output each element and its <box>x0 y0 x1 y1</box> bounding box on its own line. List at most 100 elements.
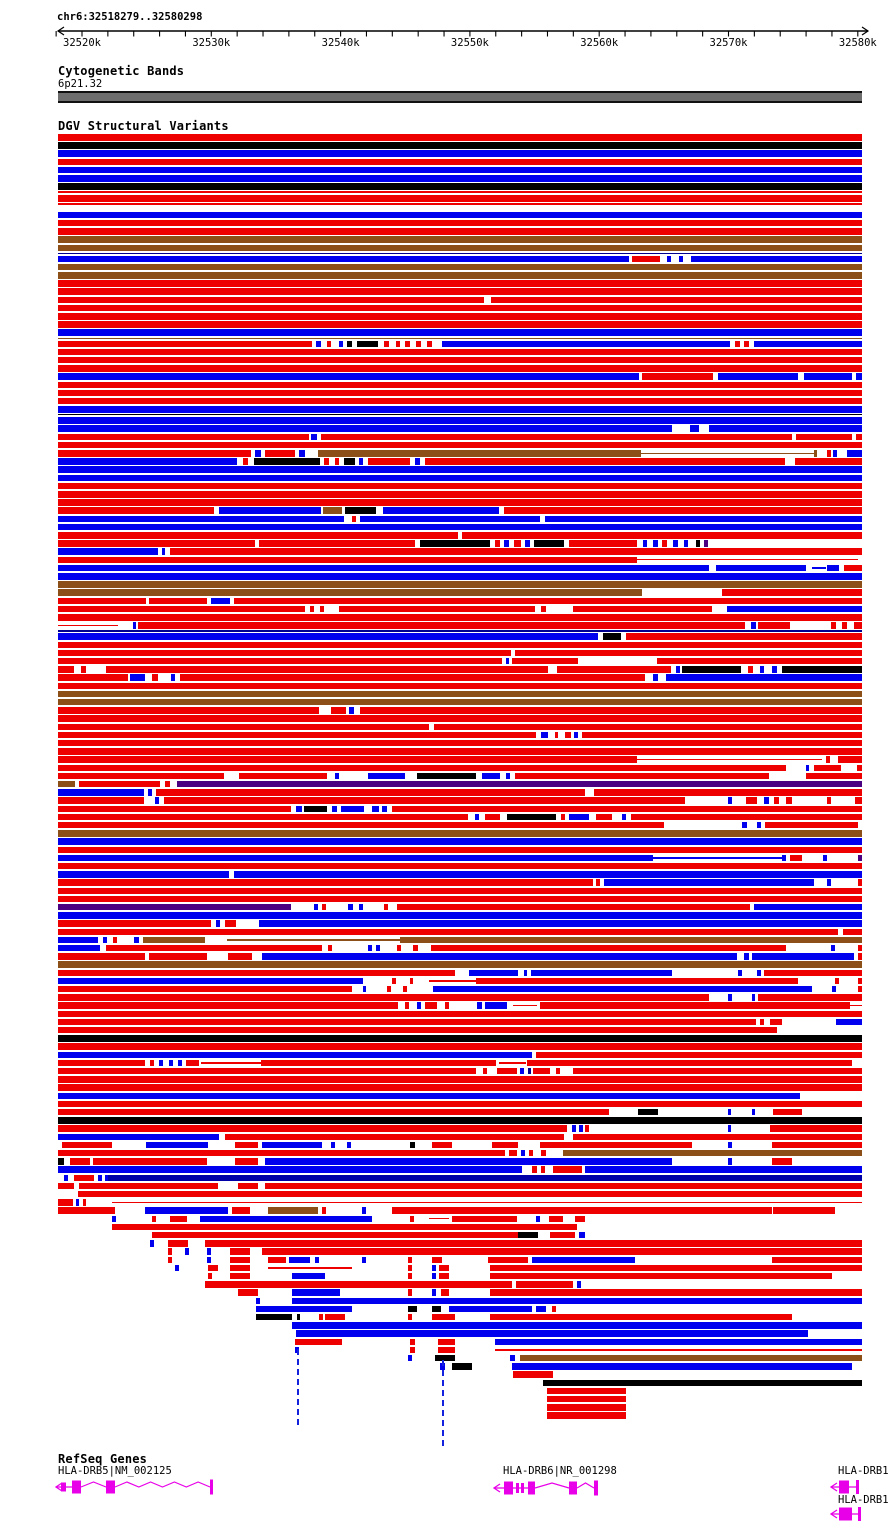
gene-end-bar[interactable] <box>856 1480 859 1494</box>
dgv-variant-bar[interactable] <box>338 340 343 347</box>
dgv-variant-bar[interactable] <box>758 622 790 629</box>
dgv-variant-bar[interactable] <box>255 1305 353 1313</box>
dgv-variant-bar[interactable] <box>476 977 798 985</box>
gene-end-bar[interactable] <box>210 1479 213 1495</box>
dgv-variant-bar[interactable] <box>144 1207 228 1214</box>
dgv-variant-bar[interactable] <box>58 871 230 878</box>
dgv-variant-bar[interactable] <box>292 1272 325 1280</box>
dgv-variant-bar[interactable] <box>254 458 321 465</box>
dgv-variant-bar[interactable] <box>58 203 862 206</box>
dgv-variant-bar[interactable] <box>78 780 161 788</box>
dgv-variant-bar[interactable] <box>352 515 357 523</box>
dgv-variant-bar[interactable] <box>415 458 420 465</box>
dgv-variant-bar[interactable] <box>509 1354 515 1362</box>
dgv-variant-bar[interactable] <box>231 1207 251 1214</box>
dgv-variant-bar[interactable] <box>438 1346 456 1354</box>
dgv-variant-bar[interactable] <box>58 329 862 336</box>
dgv-variant-bar[interactable] <box>58 1108 609 1116</box>
dgv-variant-bar[interactable] <box>58 389 862 397</box>
dgv-variant-bar[interactable] <box>80 666 87 673</box>
dgv-variant-bar[interactable] <box>58 337 862 339</box>
dgv-variant-bar[interactable] <box>58 780 75 788</box>
dgv-variant-bar[interactable] <box>637 1108 658 1116</box>
dgv-variant-bar[interactable] <box>58 1084 862 1091</box>
dgv-variant-bar[interactable] <box>484 813 501 821</box>
dgv-variant-bar[interactable] <box>532 1256 636 1263</box>
dgv-variant-bar[interactable] <box>545 515 862 523</box>
dgv-variant-bar[interactable] <box>134 936 140 944</box>
dgv-variant-bar[interactable] <box>58 1158 65 1165</box>
dgv-variant-bar[interactable] <box>759 666 764 673</box>
dgv-variant-bar[interactable] <box>484 1002 508 1009</box>
dgv-variant-bar[interactable] <box>448 1305 533 1313</box>
dgv-variant-bar[interactable] <box>265 1158 673 1165</box>
dgv-variant-bar[interactable] <box>425 458 785 465</box>
dgv-variant-bar[interactable] <box>347 1141 352 1149</box>
dgv-variant-bar[interactable] <box>64 1174 68 1181</box>
dgv-variant-bar[interactable] <box>324 458 329 465</box>
dgv-variant-bar[interactable] <box>747 666 753 673</box>
dgv-variant-bar[interactable] <box>849 1004 862 1007</box>
dgv-variant-bar[interactable] <box>574 731 579 739</box>
dgv-variant-bar[interactable] <box>727 1108 731 1116</box>
dgv-variant-bar[interactable] <box>576 1281 582 1288</box>
dgv-variant-bar[interactable] <box>746 797 758 804</box>
dgv-variant-bar[interactable] <box>156 789 585 796</box>
dgv-variant-bar[interactable] <box>74 1174 95 1181</box>
dgv-variant-bar[interactable] <box>58 491 862 498</box>
dgv-variant-bar[interactable] <box>138 622 746 629</box>
dgv-variant-bar[interactable] <box>439 1272 449 1280</box>
dgv-variant-bar[interactable] <box>505 772 510 780</box>
dgv-variant-bar[interactable] <box>643 540 648 547</box>
dgv-variant-bar[interactable] <box>564 731 571 739</box>
dgv-variant-bar[interactable] <box>267 1207 318 1214</box>
dgv-variant-bar[interactable] <box>348 903 353 911</box>
dgv-variant-bar[interactable] <box>517 1231 538 1239</box>
dgv-variant-bar[interactable] <box>168 1256 173 1263</box>
dgv-variant-bar[interactable] <box>396 903 750 911</box>
dgv-variant-bar[interactable] <box>58 321 862 328</box>
dgv-variant-bar[interactable] <box>772 666 777 673</box>
dgv-variant-bar[interactable] <box>58 433 309 441</box>
dgv-variant-bar[interactable] <box>657 657 862 665</box>
dgv-variant-bar[interactable] <box>58 195 862 202</box>
dgv-variant-bar[interactable] <box>58 764 787 771</box>
dgv-variant-bar[interactable] <box>769 1018 782 1026</box>
dgv-variant-bar[interactable] <box>530 969 673 976</box>
dgv-variant-bar[interactable] <box>756 821 761 829</box>
dgv-variant-bar[interactable] <box>621 813 626 821</box>
dgv-variant-bar[interactable] <box>58 228 862 235</box>
dgv-variant-bar[interactable] <box>152 674 159 681</box>
dgv-variant-bar[interactable] <box>481 772 501 780</box>
dgv-variant-bar[interactable] <box>410 977 414 985</box>
dgv-variant-bar[interactable] <box>527 1067 531 1075</box>
dgv-variant-bar[interactable] <box>58 348 862 356</box>
dgv-variant-bar[interactable] <box>112 936 117 944</box>
dgv-variant-bar[interactable] <box>58 1067 477 1075</box>
dgv-variant-bar[interactable] <box>255 1313 292 1321</box>
dgv-variant-bar[interactable] <box>856 433 862 441</box>
dgv-variant-bar[interactable] <box>58 846 862 853</box>
dgv-variant-bar[interactable] <box>834 977 839 985</box>
dgv-variant-bar[interactable] <box>772 1207 835 1214</box>
dgv-variant-bar[interactable] <box>595 813 612 821</box>
dgv-variant-bar[interactable] <box>58 748 862 755</box>
dgv-variant-bar[interactable] <box>857 764 862 771</box>
dgv-variant-bar[interactable] <box>772 1141 862 1149</box>
dgv-variant-bar[interactable] <box>603 879 814 886</box>
dgv-variant-bar[interactable] <box>444 1002 449 1009</box>
dgv-variant-bar[interactable] <box>58 166 862 174</box>
dgv-variant-bar[interactable] <box>504 507 862 514</box>
dgv-variant-bar[interactable] <box>781 854 786 862</box>
dgv-variant-bar[interactable] <box>208 1272 213 1280</box>
dgv-variant-bar[interactable] <box>58 191 862 194</box>
dgv-variant-bar[interactable] <box>529 1149 534 1157</box>
dgv-variant-bar[interactable] <box>695 540 701 547</box>
dgv-variant-bar[interactable] <box>58 589 642 596</box>
dgv-variant-bar[interactable] <box>858 854 862 862</box>
dgv-variant-bar[interactable] <box>58 540 255 547</box>
gene-end-bar[interactable] <box>594 1480 598 1496</box>
dgv-variant-bar[interactable] <box>58 630 862 632</box>
dgv-variant-bar[interactable] <box>58 715 862 722</box>
dgv-variant-bar[interactable] <box>58 772 225 780</box>
